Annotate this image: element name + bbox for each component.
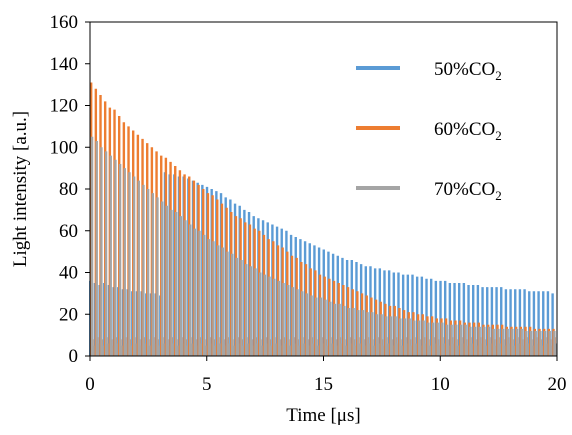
y-tick-label: 100	[50, 137, 79, 158]
y-axis-title: Light intensity [a.u.]	[10, 111, 31, 267]
legend-label: 60%CO2	[434, 119, 502, 143]
x-tick-label: 20	[548, 374, 567, 395]
x-axis-title: Time [μs]	[286, 405, 360, 426]
y-tick-label: 0	[69, 346, 79, 367]
y-tick-label: 80	[59, 179, 78, 200]
y-tick-label: 120	[50, 96, 79, 117]
legend-label-subscript: 2	[495, 128, 502, 143]
legend-label-subscript: 2	[495, 68, 502, 83]
y-tick-label: 40	[59, 263, 78, 284]
legend: 50%CO2 60%CO2 70%CO2	[356, 59, 502, 203]
x-tick-label: 0	[85, 374, 95, 395]
legend-label: 70%CO2	[434, 179, 502, 203]
series-marks	[89, 82, 557, 356]
y-tick-label: 140	[50, 54, 79, 75]
y-tick-label: 60	[59, 221, 78, 242]
x-tick-label: 10	[431, 374, 450, 395]
y-axis: 0 20 40 60 80 100 120 140 160	[50, 12, 90, 367]
y-tick-label: 20	[59, 304, 78, 325]
y-tick-label: 160	[50, 12, 79, 33]
x-tick-label: 5	[202, 374, 212, 395]
legend-label: 50%CO2	[434, 59, 502, 83]
x-axis: 0 5 15 10 20	[85, 356, 567, 395]
legend-label-subscript: 2	[495, 188, 502, 203]
legend-item: 50%CO2	[356, 59, 502, 83]
legend-item: 70%CO2	[356, 179, 502, 203]
series-3	[90, 136, 557, 356]
legend-item: 60%CO2	[356, 119, 502, 143]
x-tick-label: 15	[314, 374, 333, 395]
